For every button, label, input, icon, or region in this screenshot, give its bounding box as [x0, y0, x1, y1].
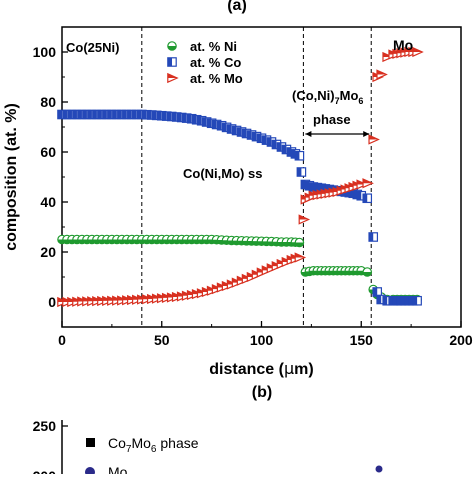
series-at-mo	[57, 46, 424, 308]
y-tick-label: 80	[40, 94, 56, 110]
x-axis-label-mu: μ	[284, 359, 294, 378]
legend-label: Mo	[108, 464, 128, 474]
panel-label-b: (b)	[252, 384, 272, 401]
phase-label-sub2: 6	[358, 96, 363, 106]
phase-boundaries	[141, 27, 372, 327]
data-point	[368, 134, 380, 145]
series-at-co	[57, 109, 422, 306]
x-tick-label: 100	[250, 332, 274, 348]
data-point	[356, 179, 368, 190]
legend-label: at. % Mo	[190, 71, 243, 86]
axis-ticks: 0 50 100 150 200 0 20 40 60 80 100	[33, 26, 473, 348]
series-at-ni	[57, 234, 422, 305]
x-axis-label: distance (μm)	[209, 359, 313, 378]
y-tick-label: 40	[40, 194, 56, 210]
panel-b: (b) 250 200 Co7Mo6 phase Mo	[33, 384, 383, 479]
data-point	[362, 193, 373, 204]
legend-marker	[167, 72, 179, 84]
legend-label: Co7Mo6 phase	[108, 435, 199, 455]
panel-b-tick-label: 250	[33, 418, 57, 434]
data-point	[368, 232, 379, 242]
data-point	[294, 252, 307, 263]
mo-region-label: Mo	[393, 37, 413, 53]
x-tick-label: 200	[449, 332, 473, 348]
y-axis-label: composition (at. %)	[3, 103, 20, 251]
phase-word-label: phase	[313, 112, 351, 127]
y-tick-label: 100	[33, 44, 57, 60]
panel-label-a: (a)	[227, 0, 247, 14]
data-point	[412, 295, 422, 306]
phase-width-arrow	[305, 131, 370, 137]
phase-label-mid: Mo	[340, 88, 359, 103]
data-point	[294, 237, 305, 248]
legend-label: at. % Co	[190, 55, 241, 70]
x-tick-label: 150	[350, 332, 374, 348]
data-point	[298, 214, 311, 225]
data-point	[362, 178, 374, 189]
legend-marker-square	[86, 438, 95, 447]
sample-label: Co(25Ni)	[66, 40, 119, 55]
x-tick-label: 0	[58, 332, 66, 348]
y-tick-label: 60	[40, 144, 56, 160]
data-point	[376, 69, 388, 80]
data-point	[412, 46, 424, 58]
y-tick-label: 20	[40, 244, 56, 260]
panel-b-data-point	[375, 465, 383, 473]
x-tick-label: 50	[154, 332, 170, 348]
panel-b-legend: Co7Mo6 phase Mo	[85, 435, 199, 479]
solid-solution-label: Co(Ni,Mo) ss	[183, 166, 262, 181]
phase-label-sub1: 7	[335, 96, 340, 106]
data-series	[57, 46, 424, 308]
panel-a: 0 50 100 150 200 0 20 40 60 80 100 Co(25Ni) Mo (Co…	[3, 26, 473, 378]
phase-label: (Co,Ni)7Mo6	[292, 88, 363, 106]
legend-label: at. % Ni	[190, 39, 237, 54]
x-axis-label-prefix: distance (	[209, 361, 284, 378]
x-axis-label-suffix: m)	[294, 361, 314, 378]
data-point	[294, 150, 305, 161]
legend-marker	[167, 57, 177, 67]
data-point	[296, 167, 307, 177]
legend-marker-circle	[85, 467, 95, 477]
phase-label-base: (Co,Ni)	[292, 88, 335, 103]
panel-b-tick-label: 200	[33, 468, 57, 474]
data-point	[362, 267, 373, 277]
legend-marker	[167, 41, 177, 51]
y-tick-label: 0	[48, 294, 56, 310]
